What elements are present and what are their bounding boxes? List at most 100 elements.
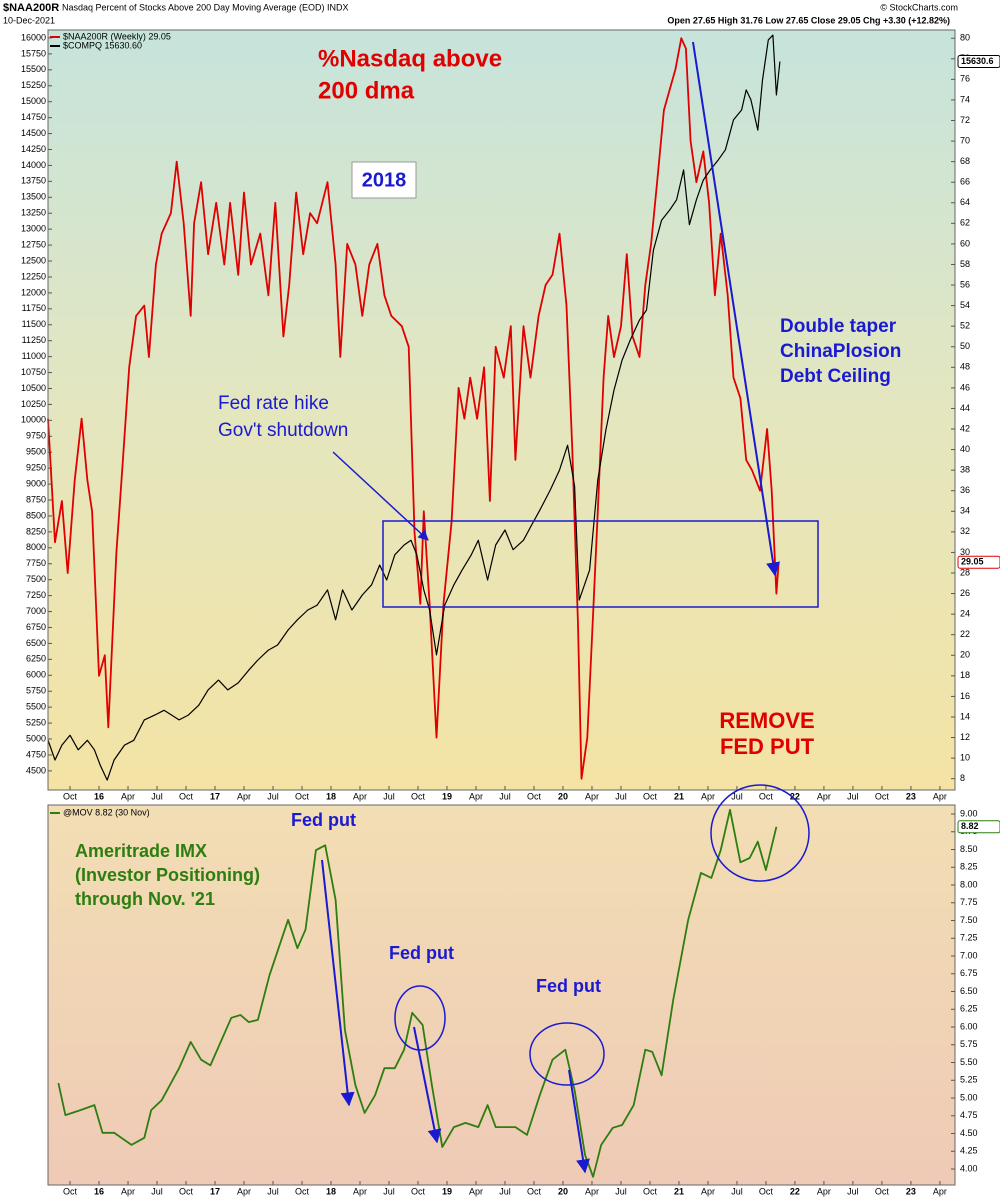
y-tick-label: 15750 — [21, 48, 46, 58]
x-tick-label: Oct — [179, 791, 194, 801]
y-tick-label: 7250 — [26, 590, 46, 600]
x-tick-label: Apr — [121, 1186, 135, 1196]
x-tick-label: Apr — [353, 1186, 367, 1196]
y-tick-label: 4.00 — [960, 1163, 978, 1173]
y-tick-label: 14500 — [21, 128, 46, 138]
x-tick-label: Oct — [179, 1186, 194, 1196]
x-tick-label: 22 — [790, 791, 800, 801]
x-tick-label: 23 — [906, 791, 916, 801]
x-tick-label: Oct — [411, 791, 426, 801]
x-tick-label: Oct — [759, 1186, 774, 1196]
description: Nasdaq Percent of Stocks Above 200 Day M… — [62, 2, 348, 12]
arrow — [332, 451, 429, 541]
x-tick-label: 23 — [906, 1186, 916, 1196]
y-tick-label: 7.00 — [960, 950, 978, 960]
last-value-label: 8.82 — [961, 821, 979, 831]
legend-label: @MOV 8.82 (30 Nov) — [63, 807, 150, 817]
y-tick-label: 9250 — [26, 463, 46, 473]
y2-tick-label: 62 — [960, 218, 970, 228]
x-tick-label: 22 — [790, 1186, 800, 1196]
x-tick-label: Jul — [847, 1186, 859, 1196]
highlight-circle — [710, 784, 810, 882]
y2-tick-label: 44 — [960, 403, 970, 413]
y2-tick-label: 38 — [960, 465, 970, 475]
y-tick-label: 8.50 — [960, 844, 978, 854]
y2-tick-label: 14 — [960, 711, 970, 721]
y-tick-label: 13250 — [21, 208, 46, 218]
y2-tick-label: 16 — [960, 691, 970, 701]
y-tick-label: 14250 — [21, 144, 46, 154]
y2-tick-label: 52 — [960, 321, 970, 331]
annotation: through Nov. '21 — [75, 889, 215, 909]
x-tick-label: Apr — [585, 1186, 599, 1196]
y-tick-label: 5.00 — [960, 1092, 978, 1102]
y-tick-label: 4500 — [26, 765, 46, 775]
y-tick-label: 7.50 — [960, 915, 978, 925]
panel-frame — [47, 29, 956, 791]
y-tick-label: 5.25 — [960, 1075, 978, 1085]
x-tick-label: Jul — [151, 1186, 163, 1196]
y-tick-label: 6.00 — [960, 1021, 978, 1031]
x-tick-label: Oct — [875, 1186, 890, 1196]
y-tick-label: 9000 — [26, 478, 46, 488]
y-tick-label: 6500 — [26, 638, 46, 648]
annotation: Fed put — [291, 810, 356, 830]
y2-tick-label: 12 — [960, 732, 970, 742]
arrow — [692, 41, 781, 577]
x-tick-label: Apr — [237, 791, 251, 801]
y2-tick-label: 68 — [960, 156, 970, 166]
x-tick-label: 18 — [326, 791, 336, 801]
x-tick-label: Apr — [933, 1186, 947, 1196]
annotation: REMOVE — [719, 708, 814, 733]
y2-tick-label: 28 — [960, 567, 970, 577]
last-value-tag — [957, 820, 1000, 834]
annotation: Gov't shutdown — [218, 420, 348, 441]
y-tick-label: 7000 — [26, 606, 46, 616]
symbol: $NAA200R — [3, 2, 59, 14]
legend-label: $COMPQ 15630.60 — [63, 40, 142, 50]
x-tick-label: 19 — [442, 1186, 452, 1196]
x-tick-label: Jul — [499, 791, 511, 801]
x-tick-label: Apr — [701, 791, 715, 801]
x-tick-label: Apr — [469, 791, 483, 801]
y-tick-label: 12750 — [21, 239, 46, 249]
y-tick-label: 16000 — [21, 32, 46, 42]
annotation: 2018 — [362, 169, 407, 191]
y-tick-label: 5.50 — [960, 1057, 978, 1067]
x-tick-label: Oct — [643, 791, 658, 801]
y2-tick-label: 22 — [960, 629, 970, 639]
x-tick-label: Jul — [615, 1186, 627, 1196]
panel-frame — [47, 804, 956, 1186]
y-tick-label: 8000 — [26, 542, 46, 552]
y-tick-label: 10000 — [21, 415, 46, 425]
x-tick-label: Apr — [817, 791, 831, 801]
x-tick-label: Oct — [295, 1186, 310, 1196]
y2-tick-label: 8 — [960, 773, 965, 783]
y-tick-label: 8250 — [26, 526, 46, 536]
y-tick-label: 11750 — [22, 303, 46, 313]
y-tick-label: 13000 — [21, 224, 46, 234]
credit: © StockCharts.com — [880, 2, 958, 12]
x-tick-label: Jul — [731, 791, 743, 801]
y2-tick-label: 42 — [960, 423, 970, 433]
quote: Open 27.65 High 31.76 Low 27.65 Close 29… — [667, 15, 950, 25]
y-tick-label: 11000 — [22, 351, 46, 361]
y2-tick-label: 70 — [960, 135, 970, 145]
highlight-circle — [394, 985, 446, 1051]
arrow — [568, 1069, 590, 1174]
y-tick-label: 7.75 — [960, 897, 978, 907]
y2-tick-label: 20 — [960, 650, 970, 660]
y-tick-label: 9750 — [26, 431, 46, 441]
y-tick-label: 4.25 — [960, 1146, 978, 1156]
x-tick-label: Jul — [615, 791, 627, 801]
y2-tick-label: 74 — [960, 94, 970, 104]
x-tick-label: Oct — [759, 791, 774, 801]
x-tick-label: Apr — [933, 791, 947, 801]
x-tick-label: Apr — [585, 791, 599, 801]
range-box — [382, 520, 819, 608]
x-tick-label: Oct — [643, 1186, 658, 1196]
x-tick-label: Jul — [499, 1186, 511, 1196]
x-tick-label: 19 — [442, 791, 452, 801]
y-tick-label: 6000 — [26, 670, 46, 680]
